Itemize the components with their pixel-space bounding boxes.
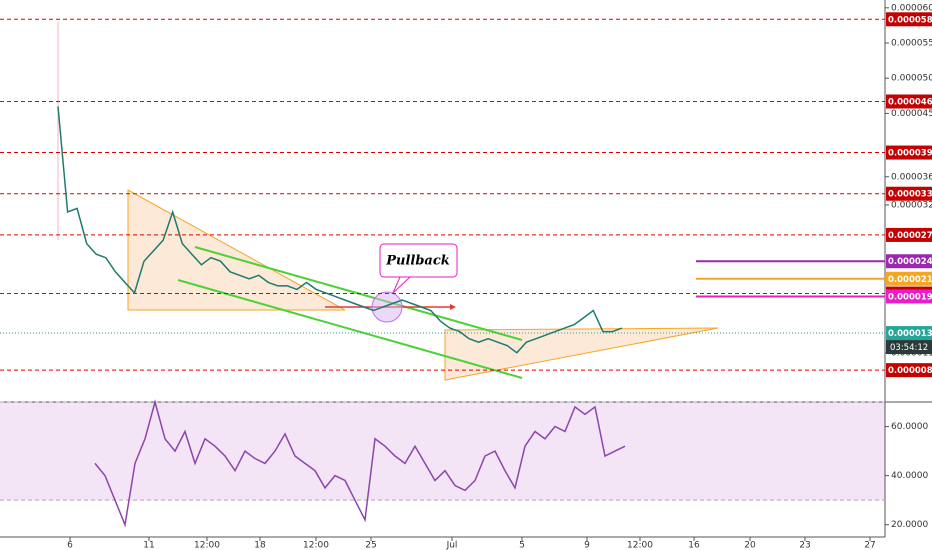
- x-tick-label: 25: [365, 541, 376, 550]
- level-label: 0.00001900: [888, 292, 932, 302]
- y-tick-label: 0.00005500: [891, 39, 932, 49]
- level-label: 0.00002400: [888, 257, 932, 267]
- rsi-line: [94, 399, 626, 528]
- triangle-pattern: [444, 327, 719, 381]
- rsi-tick-label: 40.0000: [891, 471, 928, 481]
- rsi-tick-label: 60.0000: [891, 422, 928, 432]
- triangle-pattern: [127, 189, 346, 311]
- x-tick-label: 20: [744, 541, 756, 550]
- level-label-bg: [886, 326, 932, 341]
- level-label-bg: [886, 227, 932, 242]
- x-tick-label: 23: [799, 541, 810, 550]
- level-label-bg: [886, 289, 932, 304]
- x-tick-label: 5: [519, 541, 525, 550]
- y-tick-label: 0.00003600: [891, 172, 932, 182]
- y-tick-label: 0.00004500: [891, 109, 932, 119]
- price-line: [57, 106, 623, 354]
- x-tick-label: 9: [584, 541, 590, 550]
- level-label: 0.00003944: [888, 149, 932, 159]
- highlight-circle: [371, 291, 403, 323]
- rsi-band: [0, 402, 885, 501]
- x-tick-label: 12:00: [303, 541, 329, 550]
- level-label-bg: [886, 186, 932, 201]
- arrow-head: [450, 304, 456, 310]
- countdown-bg: [886, 340, 932, 355]
- x-tick-label: 27: [864, 541, 875, 550]
- rsi-tick-label: 20.0000: [891, 520, 928, 530]
- level-label: 0.00005837: [888, 15, 932, 25]
- y-tick-label: 0.00005000: [891, 74, 932, 84]
- x-tick-label: 11: [143, 541, 154, 550]
- y-tick-label: 0.00006000: [891, 3, 932, 13]
- y-tick-label: 0.00003200: [891, 200, 932, 210]
- level-label: 0.00002774: [888, 231, 932, 241]
- level-label-bg: [886, 363, 932, 378]
- x-tick-label: 12:00: [194, 541, 220, 550]
- channel-line: [177, 279, 523, 379]
- x-tick-label: 18: [254, 541, 266, 550]
- callout-box: [379, 243, 458, 278]
- level-label: 0.00002151: [888, 275, 932, 285]
- x-tick-label: 12:00: [627, 541, 653, 550]
- annotation: Pullback: [385, 254, 450, 269]
- level-label: 0.00000853: [888, 366, 932, 376]
- level-label-bg: [886, 254, 932, 269]
- level-label-bg: [886, 12, 932, 27]
- x-tick-label: 6: [67, 541, 73, 550]
- level-label: 0.00004669: [888, 98, 932, 108]
- x-tick-label: Jul: [446, 541, 458, 550]
- level-label-bg: [886, 271, 932, 286]
- level-label-bg: [886, 145, 932, 160]
- level-label: 0.00001380: [888, 329, 932, 339]
- level-label-bg: [886, 94, 932, 109]
- x-tick-label: 16: [688, 541, 700, 550]
- countdown: 03:54:12: [890, 343, 928, 353]
- level-label: 0.00003359: [888, 190, 932, 200]
